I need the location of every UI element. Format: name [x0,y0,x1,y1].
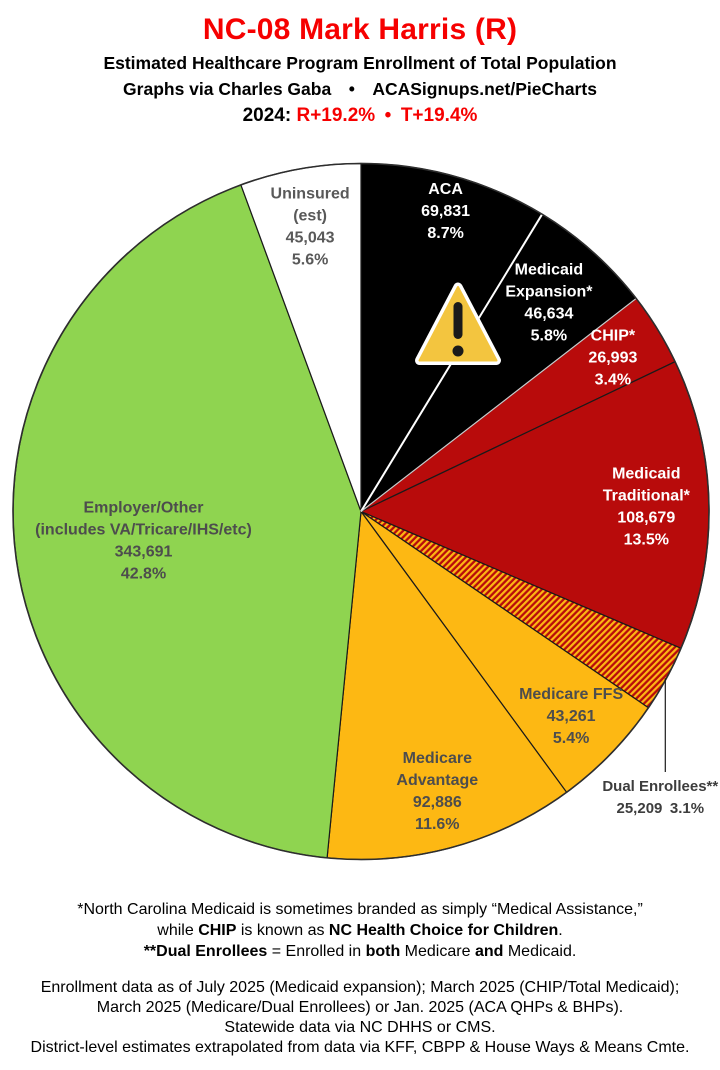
divider-light [360,298,637,512]
footnote-line: *North Carolina Medicaid is sometimes br… [77,901,643,918]
pie-label-aca: ACA 69,831 8.7% [421,181,470,242]
page-title: NC-08 Mark Harris (R) [202,13,518,46]
source-line: Enrollment data as of July 2025 (Medicai… [40,979,680,996]
pie-rim [12,162,710,861]
pie-label-medicaid-traditional: Medicaid Traditional* 108,679 13.5% [603,466,691,549]
credit-line: Graphs via Charles Gaba • ACASignups.net… [123,79,597,99]
partisan-value: R+19.2% [296,105,376,126]
partisan-value: • [375,105,401,126]
source-line: District-level estimates extrapolated fr… [30,1039,690,1056]
footnote-line: **Dual Enrollees = Enrolled in both Medi… [143,943,577,960]
subtitle: Estimated Healthcare Program Enrollment … [103,53,617,73]
footnotes: *North Carolina Medicaid is sometimes br… [0,899,720,962]
partisan-year-label: 2024: [242,105,297,126]
pie-label-medicare-advantage: Medicare Advantage 92,886 11.6% [396,750,478,833]
partisan-value: T+19.4% [400,105,478,126]
header: NC-08 Mark Harris (R) Estimated Healthca… [0,10,720,129]
footnote-line: while CHIP is known as NC Health Choice … [157,922,563,939]
pie-label-dual-enrollees: Dual Enrollees** 25,209 3.1% [602,778,718,817]
source-line: March 2025 (Medicare/Dual Enrollees) or … [96,999,624,1016]
source-line: Statewide data via NC DHHS or CMS. [224,1019,496,1036]
pie-label-employer-other: Employer/Other (includes VA/Tricare/IHS/e… [35,499,252,582]
partisan-lean-line: 2024: R+19.2% • T+19.4% [0,102,720,129]
source-notes: Enrollment data as of July 2025 (Medicai… [0,978,720,1058]
pie-label-medicaid-expansion: Medicaid Expansion* 46,634 5.8% [505,261,593,344]
pie-label-uninsured: Uninsured (est) 45,043 5.6% [271,185,350,268]
pie-label-medicare-ffs: Medicare FFS 43,261 5.4% [519,686,623,747]
warning-icon-exclamation-bar [453,302,463,339]
pie-label-chip: CHIP* 26,993 3.4% [588,327,637,388]
warning-icon-exclamation-dot [452,345,464,357]
